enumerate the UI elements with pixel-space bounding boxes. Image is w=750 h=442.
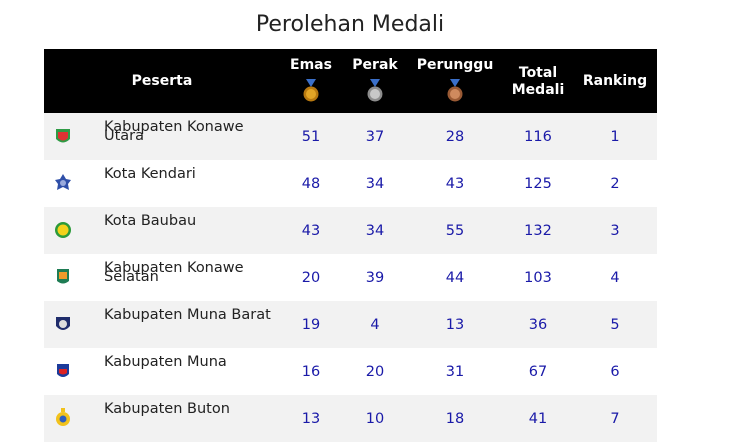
medal-icon — [447, 79, 463, 107]
medal-count: 5 — [610, 316, 620, 333]
table-row: Kabupaten Buton 13 10 18 41 7 — [44, 395, 657, 442]
emblem-svg — [56, 317, 70, 330]
column-header: Perunggu — [416, 57, 494, 73]
medal-count: 19 — [301, 316, 321, 333]
participant-name: Kabupaten Konawe Utara — [104, 119, 244, 144]
participant-name: Kabupaten Muna Barat — [104, 307, 271, 323]
column-header: Peserta — [131, 73, 193, 89]
medal-count: 34 — [365, 222, 385, 239]
medal-count: 67 — [528, 363, 548, 380]
medal-count: 3 — [610, 222, 620, 239]
medal-count: 6 — [610, 363, 620, 380]
table-row: Kabupaten Muna Barat 19 4 13 36 5 — [44, 301, 657, 348]
table-header: Peserta Emas Perak Perunggu Total Medali Rank… — [44, 49, 657, 113]
participant-name: Kota Baubau — [104, 213, 197, 229]
medal-svg — [303, 79, 319, 102]
medal-count: 43 — [301, 222, 321, 239]
medal-count: 116 — [524, 128, 552, 145]
medal-count: 10 — [365, 410, 385, 427]
participant-name: Kabupaten Konawe Selatan — [104, 260, 244, 285]
participant-name: Kabupaten Muna — [104, 354, 227, 370]
region-emblem — [54, 220, 72, 244]
region-emblem — [54, 126, 72, 150]
medal-count: 18 — [445, 410, 465, 427]
medal-count: 48 — [301, 175, 321, 192]
table-row: Kota Kendari 48 34 43 125 2 — [44, 160, 657, 207]
region-emblem — [54, 314, 72, 338]
region-emblem — [54, 408, 72, 432]
medal-count: 44 — [445, 269, 465, 286]
participant-name: Kabupaten Buton — [104, 401, 230, 417]
emblem-svg — [55, 174, 71, 190]
medal-count: 16 — [301, 363, 321, 380]
table-row: Kabupaten Konawe Selatan 20 39 44 103 4 — [44, 254, 657, 301]
medal-svg — [367, 79, 383, 102]
participant-name: Kota Kendari — [104, 166, 196, 182]
medal-count: 51 — [301, 128, 321, 145]
medal-count: 43 — [445, 175, 465, 192]
medal-count: 4 — [370, 316, 380, 333]
medal-count: 36 — [528, 316, 548, 333]
medal-count: 39 — [365, 269, 385, 286]
region-emblem — [54, 173, 72, 197]
emblem-svg — [56, 408, 70, 426]
medal-icon — [303, 79, 319, 107]
medal-icon — [367, 79, 383, 107]
medal-count: 37 — [365, 128, 385, 145]
medal-count: 103 — [524, 269, 552, 286]
medal-count: 41 — [528, 410, 548, 427]
medal-count: 4 — [610, 269, 620, 286]
medal-count: 31 — [445, 363, 465, 380]
emblem-svg — [57, 364, 69, 377]
region-emblem — [54, 267, 72, 291]
emblem-svg — [57, 269, 69, 284]
emblem-svg — [55, 222, 71, 238]
region-emblem — [54, 361, 72, 385]
page-title: Perolehan Medali — [255, 12, 445, 37]
table-row: Kabupaten Konawe Utara 51 37 28 116 1 — [44, 113, 657, 160]
table-row: Kabupaten Muna 16 20 31 67 6 — [44, 348, 657, 395]
medal-count: 55 — [445, 222, 465, 239]
column-header: Emas — [290, 57, 332, 73]
column-header: Total Medali — [511, 65, 565, 98]
table-row: Kota Baubau 43 34 55 132 3 — [44, 207, 657, 254]
medal-count: 7 — [610, 410, 620, 427]
medal-count: 125 — [524, 175, 552, 192]
medal-count: 20 — [301, 269, 321, 286]
emblem-svg — [56, 129, 70, 143]
medal-count: 132 — [524, 222, 552, 239]
medal-count: 28 — [445, 128, 465, 145]
medal-count: 13 — [445, 316, 465, 333]
medal-count: 20 — [365, 363, 385, 380]
medal-count: 2 — [610, 175, 620, 192]
medal-svg — [447, 79, 463, 102]
medal-count: 13 — [301, 410, 321, 427]
column-header: Perak — [352, 57, 398, 73]
medal-count: 1 — [610, 128, 620, 145]
column-header: Ranking — [582, 73, 648, 89]
medal-count: 34 — [365, 175, 385, 192]
